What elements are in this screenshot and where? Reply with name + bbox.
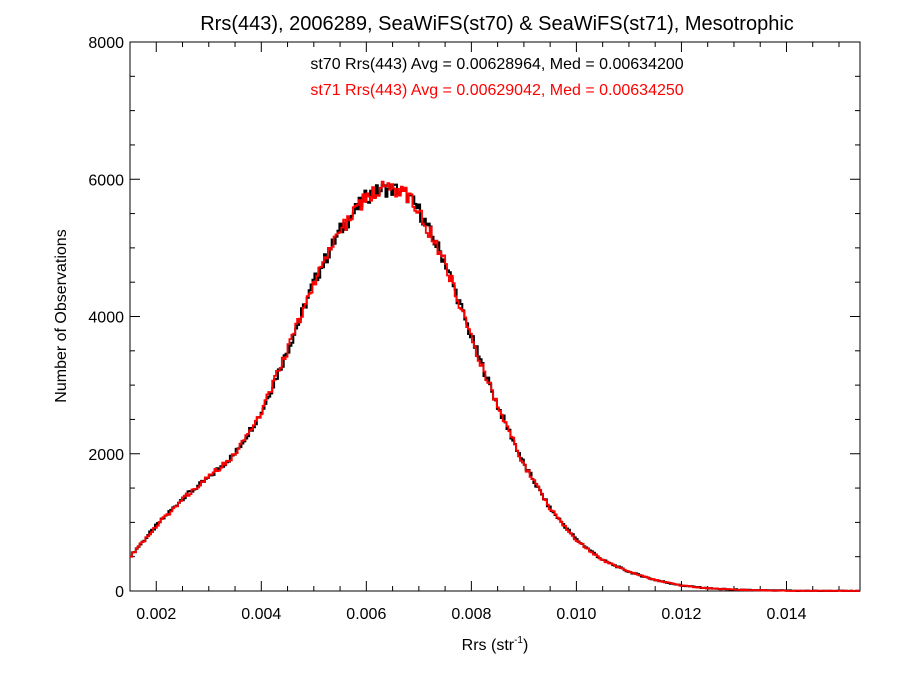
chart-title: Rrs(443), 2006289, SeaWiFS(st70) & SeaWi…	[200, 13, 794, 35]
annotation-st70: st70 Rrs(443) Avg = 0.00628964, Med = 0.…	[310, 56, 683, 73]
y-axis-label: Number of Observations	[53, 229, 70, 402]
x-axis-label: Rrs (str-1)	[462, 635, 529, 654]
series-group	[130, 180, 860, 592]
series-line-1	[130, 180, 860, 592]
x-tick-label-3: 0.008	[451, 606, 491, 623]
y-axis-ticks: 0 2000 4000 6000 8000	[88, 35, 860, 601]
x-tick-label-6: 0.014	[766, 606, 806, 623]
y-tick-label-1: 2000	[88, 447, 124, 464]
x-axis-ticks: 0.002 0.004 0.006 0.008 0.010 0.012 0.014	[129, 42, 840, 623]
x-tick-label-2: 0.006	[346, 606, 386, 623]
y-tick-label-4: 8000	[88, 35, 124, 52]
x-axis-label-superscript: -1	[514, 635, 523, 646]
x-tick-label-1: 0.004	[241, 606, 281, 623]
x-tick-label-0: 0.002	[136, 606, 176, 623]
x-axis-label-main: Rrs (str	[462, 637, 515, 654]
y-tick-label-0: 0	[115, 584, 124, 601]
x-tick-label-5: 0.012	[661, 606, 701, 623]
y-tick-label-2: 4000	[88, 310, 124, 327]
series-line-0	[130, 183, 860, 592]
x-tick-label-4: 0.010	[556, 606, 596, 623]
plot-frame	[129, 41, 861, 592]
x-axis-label-close: )	[523, 637, 528, 654]
annotation-st71: st71 Rrs(443) Avg = 0.00629042, Med = 0.…	[310, 82, 683, 99]
y-tick-label-3: 6000	[88, 172, 124, 189]
